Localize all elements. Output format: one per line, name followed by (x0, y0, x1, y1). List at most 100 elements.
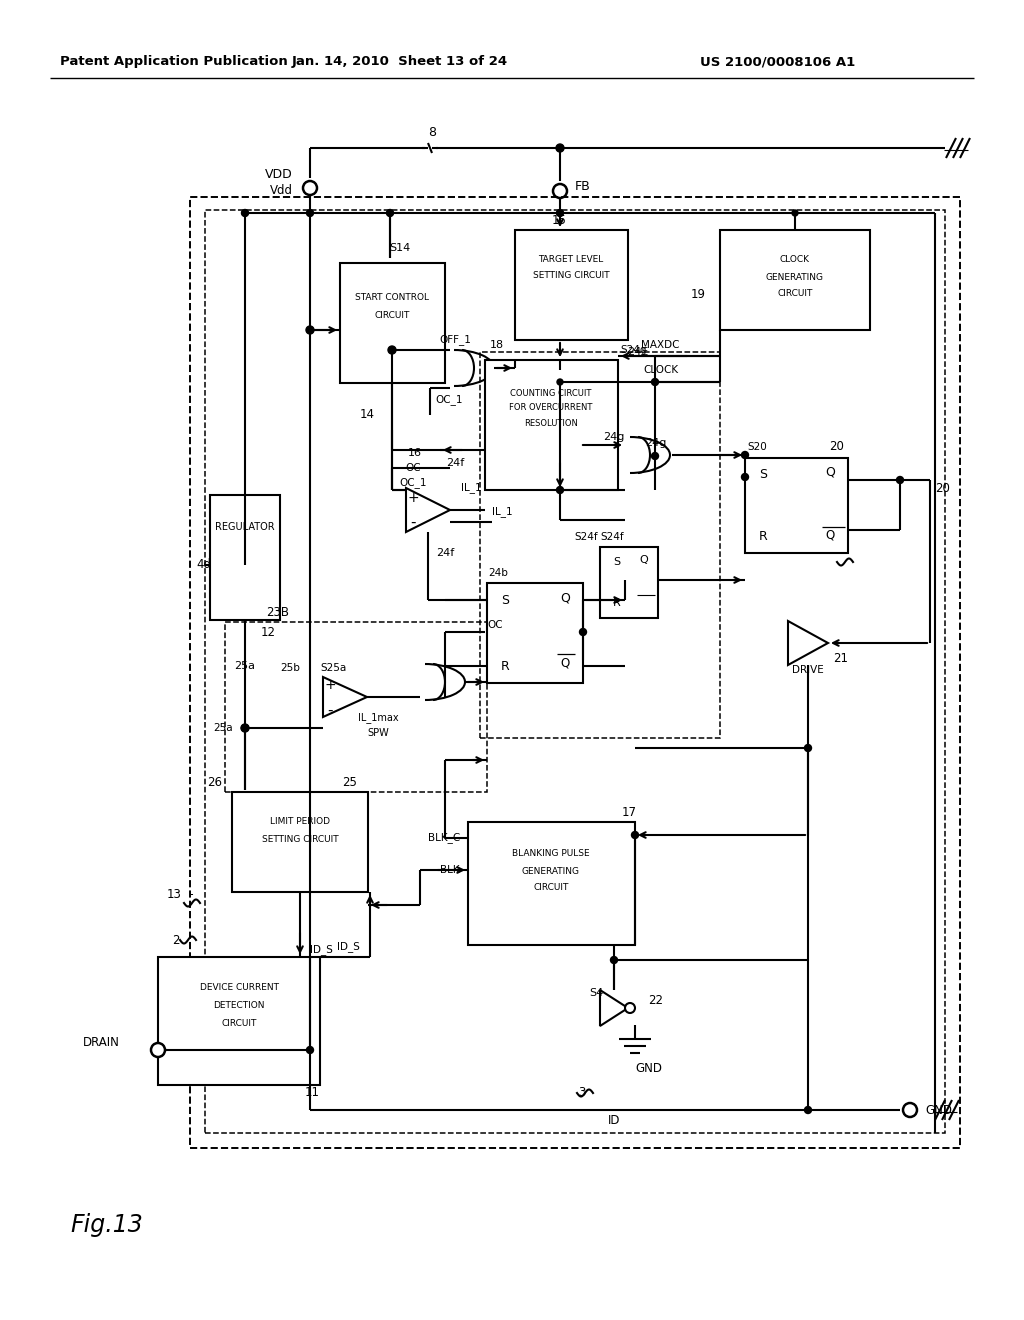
Bar (480, 352, 720, 738)
Text: BLK: BLK (440, 865, 460, 875)
Text: COUNTING CIRCUIT: COUNTING CIRCUIT (510, 388, 592, 397)
Text: S20: S20 (748, 442, 767, 451)
Text: Q: Q (825, 528, 835, 541)
Circle shape (580, 628, 587, 635)
Text: Q: Q (825, 466, 835, 479)
Circle shape (151, 1043, 165, 1057)
Circle shape (625, 1003, 635, 1012)
Circle shape (387, 210, 393, 216)
Circle shape (805, 744, 811, 751)
Circle shape (903, 1104, 918, 1117)
Text: 2: 2 (172, 933, 180, 946)
Bar (600, 546, 658, 618)
Text: US 2100/0008106 A1: US 2100/0008106 A1 (700, 55, 855, 69)
Circle shape (306, 1047, 313, 1053)
Text: IL_1: IL_1 (461, 483, 481, 494)
Text: DRAIN: DRAIN (83, 1036, 120, 1049)
Text: OFF_1: OFF_1 (439, 334, 471, 346)
Circle shape (306, 326, 314, 334)
Circle shape (792, 210, 798, 216)
Text: DRIVE: DRIVE (793, 665, 824, 675)
Text: 21: 21 (833, 652, 848, 664)
Bar (210, 495, 280, 620)
Text: RESOLUTION: RESOLUTION (524, 418, 578, 428)
Circle shape (805, 1106, 811, 1114)
Text: 19: 19 (691, 289, 706, 301)
Bar (485, 360, 618, 490)
Text: 24f: 24f (445, 458, 464, 469)
Circle shape (741, 451, 749, 458)
Circle shape (388, 346, 396, 354)
Text: SETTING CIRCUIT: SETTING CIRCUIT (532, 272, 609, 281)
Text: CLOCK: CLOCK (643, 366, 678, 375)
Text: IL_1: IL_1 (492, 507, 513, 517)
Text: SPW: SPW (368, 729, 389, 738)
Text: 13: 13 (167, 888, 182, 902)
Text: 23B: 23B (266, 606, 290, 619)
Text: SETTING CIRCUIT: SETTING CIRCUIT (262, 836, 338, 845)
Text: REGULATOR: REGULATOR (215, 521, 274, 532)
Circle shape (896, 477, 903, 483)
Text: ID: ID (608, 1114, 621, 1126)
Text: S4: S4 (589, 987, 603, 998)
Text: Q: Q (640, 554, 648, 565)
Bar (720, 230, 870, 330)
Text: Vdd: Vdd (270, 185, 293, 198)
Text: OC: OC (406, 463, 421, 473)
Bar (225, 622, 487, 792)
Text: 3: 3 (579, 1086, 586, 1100)
Text: BLANKING PULSE: BLANKING PULSE (512, 850, 590, 858)
Text: R: R (759, 531, 767, 544)
Text: CIRCUIT: CIRCUIT (777, 289, 813, 298)
Bar (745, 458, 848, 553)
Text: GND: GND (635, 1061, 662, 1074)
Text: CLOCK: CLOCK (780, 256, 810, 264)
Text: 24f: 24f (436, 548, 454, 558)
Text: ID_S: ID_S (337, 941, 360, 953)
Bar (468, 822, 635, 945)
Text: TARGET LEVEL: TARGET LEVEL (539, 256, 603, 264)
Circle shape (557, 210, 563, 216)
Text: S14: S14 (389, 243, 411, 253)
Text: 16: 16 (408, 447, 422, 458)
Text: 20: 20 (935, 482, 950, 495)
Text: 14: 14 (360, 408, 375, 421)
Text: GENERATING: GENERATING (522, 866, 580, 875)
Text: 24E: 24E (627, 347, 648, 356)
Text: FOR OVERCURRENT: FOR OVERCURRENT (509, 404, 593, 412)
Text: S: S (613, 557, 621, 568)
Text: S: S (759, 467, 767, 480)
Circle shape (242, 210, 248, 216)
Text: OC_1: OC_1 (399, 478, 427, 488)
Circle shape (242, 210, 249, 216)
Bar (515, 230, 628, 341)
Text: LIMIT PERIOD: LIMIT PERIOD (270, 817, 330, 826)
Text: 25b: 25b (281, 663, 300, 673)
Text: 18: 18 (489, 341, 504, 350)
Text: Q: Q (560, 656, 569, 669)
Text: Patent Application Publication: Patent Application Publication (60, 55, 288, 69)
Text: S25a: S25a (319, 663, 346, 673)
Text: DEVICE CURRENT: DEVICE CURRENT (200, 983, 279, 993)
Text: Jan. 14, 2010  Sheet 13 of 24: Jan. 14, 2010 Sheet 13 of 24 (292, 55, 508, 69)
Circle shape (241, 723, 249, 733)
Circle shape (651, 453, 658, 459)
Circle shape (741, 474, 749, 480)
Text: DETECTION: DETECTION (213, 1002, 265, 1011)
Text: 24b: 24b (488, 568, 508, 578)
Text: +: + (325, 678, 336, 692)
Text: 25: 25 (343, 776, 357, 788)
Text: S24f: S24f (574, 532, 598, 543)
Text: 17: 17 (622, 805, 637, 818)
Bar (190, 197, 961, 1148)
Text: 20: 20 (829, 441, 845, 454)
Text: -: - (411, 515, 416, 529)
Circle shape (632, 832, 639, 838)
Text: 25a: 25a (213, 723, 233, 733)
Text: S24f: S24f (600, 532, 624, 543)
Text: IL_1max: IL_1max (357, 713, 398, 723)
Bar (487, 583, 583, 682)
Text: CIRCUIT: CIRCUIT (375, 310, 410, 319)
Text: OC_1: OC_1 (435, 395, 463, 405)
Text: +: + (408, 491, 419, 506)
